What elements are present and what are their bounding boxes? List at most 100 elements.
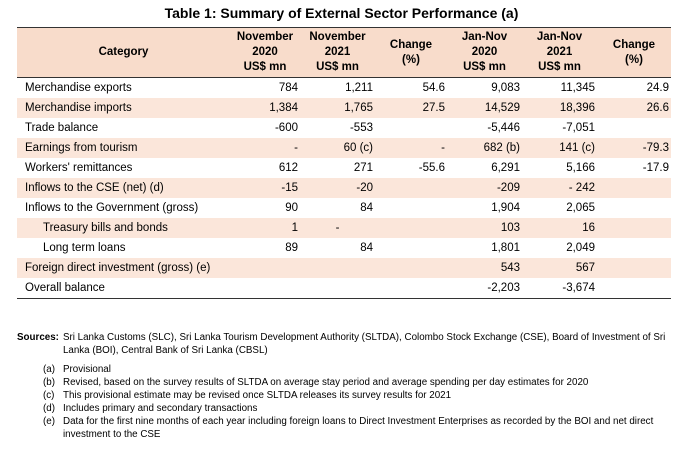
table-row: Long term loans 89 84 1,801 2,049 xyxy=(17,238,671,258)
cell-nov2020: 784 xyxy=(278,82,298,94)
cell-change1 xyxy=(375,118,447,138)
cell-nov2020: -15 xyxy=(281,182,298,194)
table-row: Merchandise imports 1,384 1,765 27.5 14,… xyxy=(17,98,671,118)
cell-nov2021 xyxy=(300,258,375,278)
row-label: Earnings from tourism xyxy=(25,142,138,154)
cell-change1: -55.6 xyxy=(418,162,445,174)
cell-change1: - xyxy=(441,142,445,154)
row-label: Merchandise imports xyxy=(25,102,132,114)
cell-nov2021: 84 xyxy=(360,242,373,254)
cell-jn2020: 103 xyxy=(500,222,520,234)
cell-nov2020: 612 xyxy=(278,162,298,174)
row-label: Inflows to the Government (gross) xyxy=(25,202,199,214)
cell-change2: -17.9 xyxy=(642,162,669,174)
row-label: Workers' remittances xyxy=(25,162,133,174)
cell-jn2020: 6,291 xyxy=(491,162,520,174)
cell-jn2020: 682 (b) xyxy=(483,142,520,154)
footnote-text: Includes primary and secondary transacti… xyxy=(63,403,258,414)
table-title: Table 1: Summary of External Sector Perf… xyxy=(164,5,519,21)
cell-nov2020: 1,384 xyxy=(269,102,298,114)
footnote-key: (a) xyxy=(43,364,55,375)
cell-change1 xyxy=(375,278,447,299)
cell-nov2020 xyxy=(230,278,300,299)
sources-label: Sources: xyxy=(17,332,59,343)
footnote: (c) This provisional estimate may be revi… xyxy=(43,389,673,402)
external-sector-table: Category November 2020 US$ mn November 2021… xyxy=(17,27,671,299)
header-nov2021: November 2021 US$ mn xyxy=(309,31,366,73)
footnote: (a) Provisional xyxy=(43,363,673,376)
cell-change2 xyxy=(597,238,671,258)
cell-jn2021: 2,049 xyxy=(566,242,595,254)
cell-jn2021: -7,051 xyxy=(562,122,595,134)
cell-nov2021 xyxy=(300,278,375,299)
cell-jn2020: -2,203 xyxy=(487,282,520,294)
row-label: Trade balance xyxy=(25,122,99,134)
cell-nov2020: -600 xyxy=(274,122,298,134)
cell-nov2021: - xyxy=(335,222,340,234)
cell-nov2021: 1,211 xyxy=(345,82,373,94)
row-label: Treasury bills and bonds xyxy=(43,222,168,234)
cell-change1 xyxy=(375,238,447,258)
table-row: Trade balance -600 -553 -5,446 -7,051 xyxy=(17,118,671,138)
cell-nov2021: 60 (c) xyxy=(343,142,373,154)
cell-jn2021: 11,345 xyxy=(560,82,595,94)
cell-change1 xyxy=(375,218,447,238)
footnote-text: This provisional estimate may be revised… xyxy=(63,390,452,401)
cell-jn2021: 567 xyxy=(575,262,595,274)
cell-change1 xyxy=(375,258,447,278)
cell-change1: 54.6 xyxy=(422,82,445,94)
table-notes: Sources: Sri Lanka Customs (SLC), Sri La… xyxy=(17,331,673,441)
header-change1: Change (%) xyxy=(389,38,433,66)
cell-jn2021: 16 xyxy=(582,222,595,234)
table-row: Treasury bills and bonds 1 - 103 16 xyxy=(17,218,671,238)
cell-change2: 24.9 xyxy=(646,82,669,94)
cell-nov2021: 84 xyxy=(360,202,373,214)
table-row: Foreign direct investment (gross) (e) 54… xyxy=(17,258,671,278)
cell-change2: 26.6 xyxy=(646,102,669,114)
cell-jn2021: 2,065 xyxy=(566,202,595,214)
header-change2: Change (%) xyxy=(612,38,656,66)
footnote-text: Revised, based on the survey results of … xyxy=(63,377,589,388)
cell-jn2021: 5,166 xyxy=(566,162,595,174)
footnote-key: (d) xyxy=(43,403,55,414)
row-label: Foreign direct investment (gross) (e) xyxy=(25,262,211,274)
cell-jn2020: 1,801 xyxy=(491,242,520,254)
footnote-text: Provisional xyxy=(63,364,111,375)
cell-change2: -79.3 xyxy=(642,142,669,154)
cell-nov2021: 1,765 xyxy=(344,102,373,114)
row-label: Overall balance xyxy=(25,282,105,294)
cell-jn2020: 14,529 xyxy=(484,102,520,114)
sources-line: Sources: Sri Lanka Customs (SLC), Sri La… xyxy=(17,331,673,357)
cell-change2 xyxy=(597,198,671,218)
cell-jn2021: - 242 xyxy=(568,182,595,194)
table-row: Inflows to the Government (gross) 90 84 … xyxy=(17,198,671,218)
cell-change2 xyxy=(597,178,671,198)
cell-jn2020: -5,446 xyxy=(487,122,520,134)
cell-jn2020: -209 xyxy=(496,182,520,194)
table-row: Earnings from tourism - 60 (c) - 682 (b)… xyxy=(17,138,671,158)
cell-nov2021: 271 xyxy=(353,162,373,174)
footnotes: (a) Provisional (b) Revised, based on the … xyxy=(17,363,673,441)
cell-nov2020 xyxy=(230,258,300,278)
footnote: (e) Data for the first nine months of eac… xyxy=(43,415,673,441)
cell-change1: 27.5 xyxy=(422,102,445,114)
sources-text: Sri Lanka Customs (SLC), Sri Lanka Touri… xyxy=(62,332,666,356)
header-nov2020: November 2020 US$ mn xyxy=(236,31,294,73)
row-label: Inflows to the CSE (net) (d) xyxy=(25,182,164,194)
header-row: Category November 2020 US$ mn November 2021… xyxy=(17,27,671,78)
row-label: Long term loans xyxy=(43,242,126,254)
footnote: (d) Includes primary and secondary transa… xyxy=(43,402,673,415)
footnote-key: (b) xyxy=(43,377,55,388)
footnote-text: Data for the first nine months of each y… xyxy=(63,416,654,440)
cell-nov2020: 89 xyxy=(285,242,298,254)
cell-change2 xyxy=(597,118,671,138)
table-row: Overall balance -2,203 -3,674 xyxy=(17,278,671,299)
cell-change1 xyxy=(375,198,447,218)
cell-change2 xyxy=(597,218,671,238)
cell-nov2020: 1 xyxy=(291,222,298,234)
cell-change1 xyxy=(375,178,447,198)
cell-jn2020: 543 xyxy=(500,262,520,274)
table-row: Inflows to the CSE (net) (d) -15 -20 -20… xyxy=(17,178,671,198)
table-row: Merchandise exports 784 1,211 54.6 9,083… xyxy=(17,78,671,99)
cell-jn2020: 1,904 xyxy=(491,202,520,214)
